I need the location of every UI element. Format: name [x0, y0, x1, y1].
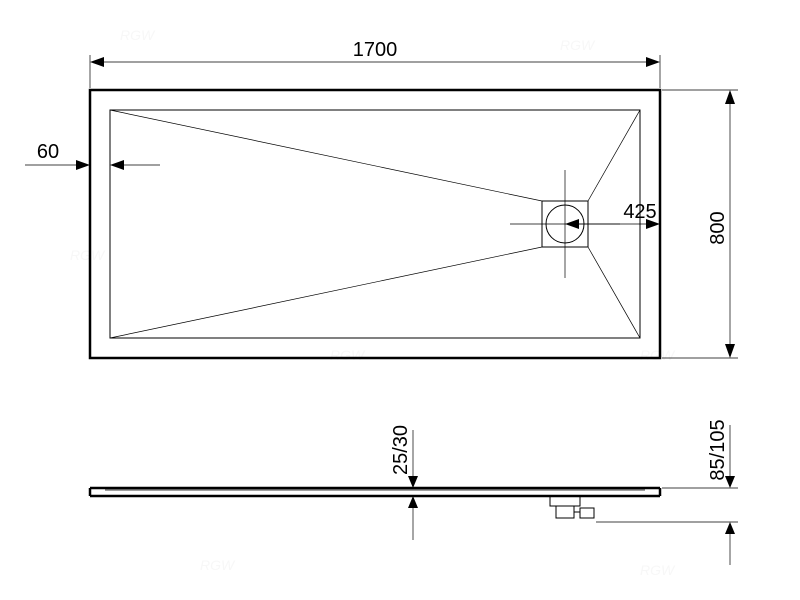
technical-drawing: RGW RGW RGW RGW RGW RGW RGW 1700	[0, 0, 800, 600]
dim-total-height: 85/105	[596, 419, 738, 565]
svg-text:RGW: RGW	[640, 562, 676, 578]
dim-total-height-label: 85/105	[707, 419, 729, 480]
svg-text:RGW: RGW	[120, 27, 156, 43]
dim-drain-offset-label: 425	[623, 201, 656, 223]
dim-thickness: 25/30	[380, 425, 420, 540]
svg-text:RGW: RGW	[70, 247, 106, 263]
dim-height: 800	[662, 90, 738, 358]
side-view	[90, 488, 660, 518]
svg-text:RGW: RGW	[200, 557, 236, 573]
dim-drain-offset: 425	[565, 201, 660, 229]
svg-text:RGW: RGW	[330, 347, 366, 363]
svg-text:RGW: RGW	[560, 37, 596, 53]
dim-width-label: 1700	[353, 39, 398, 61]
drain-assembly	[550, 496, 594, 518]
dim-rim: 60	[25, 115, 160, 172]
dim-height-label: 800	[707, 211, 729, 244]
dim-rim-label: 60	[37, 141, 59, 163]
svg-text:RGW: RGW	[640, 347, 676, 363]
dim-thickness-label: 25/30	[390, 425, 412, 475]
